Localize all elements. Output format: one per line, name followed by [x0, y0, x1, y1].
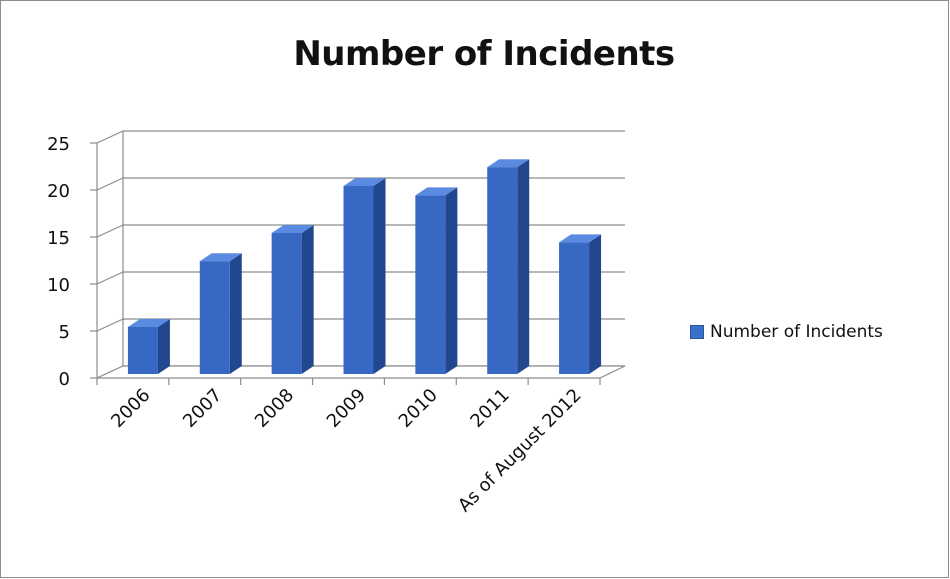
bar: [127, 327, 158, 374]
y-tick-label: 0: [59, 369, 70, 390]
bar-side: [157, 319, 170, 374]
bar: [415, 195, 446, 374]
x-tick-label: 2006: [107, 385, 154, 432]
gridline-depth: [96, 271, 124, 285]
bar-top: [415, 187, 458, 196]
bar-side: [589, 234, 602, 374]
bar: [271, 233, 302, 374]
y-tick-label: 20: [47, 181, 70, 202]
legend-label: Number of Incidents: [710, 322, 883, 342]
x-tick-label: 2009: [323, 385, 370, 432]
bar-side: [229, 253, 242, 374]
bar-side: [373, 178, 386, 374]
y-tick-label: 25: [47, 134, 70, 155]
bar-top: [127, 319, 170, 327]
gridline-depth: [96, 130, 124, 144]
gridline-depth: [96, 318, 124, 332]
bar-side: [445, 187, 458, 374]
bar: [199, 261, 230, 374]
chart-title: Number of Incidents: [293, 34, 675, 74]
y-tick-label: 10: [47, 275, 70, 296]
bar-top: [487, 159, 530, 168]
bar-top: [199, 253, 242, 262]
bar: [487, 167, 518, 374]
bar-top: [559, 234, 602, 243]
x-tick-label: 2011: [467, 385, 514, 432]
bar: [559, 242, 590, 374]
bar-side: [517, 159, 530, 374]
x-tick-label: As of August 2012: [454, 385, 586, 517]
y-tick-label: 15: [47, 228, 70, 249]
bar-side: [301, 225, 314, 374]
bar-top: [271, 225, 314, 233]
legend: Number of Incidents: [690, 322, 883, 342]
x-tick-label: 2007: [179, 385, 226, 432]
bar-top: [343, 178, 386, 186]
gridline-depth: [96, 224, 124, 238]
x-tick-label: 2008: [251, 385, 298, 432]
y-tick-label: 5: [59, 322, 70, 343]
x-tick-label: 2010: [395, 385, 442, 432]
gridline-depth: [96, 177, 124, 191]
legend-swatch: [690, 325, 704, 339]
bar: [343, 186, 374, 374]
